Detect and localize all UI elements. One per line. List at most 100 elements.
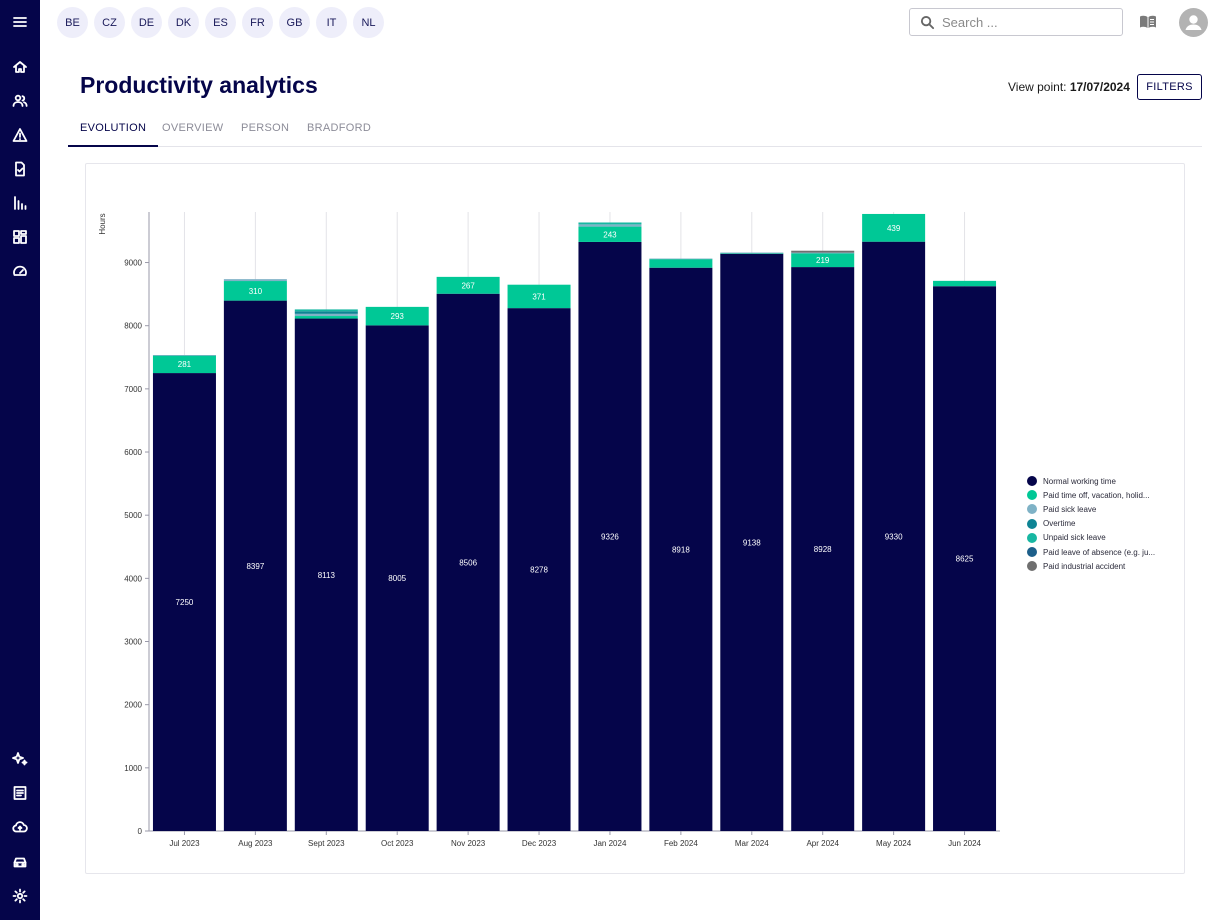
- country-nl[interactable]: NL: [353, 7, 384, 38]
- search-input[interactable]: [942, 14, 1112, 30]
- bar-segment: [294, 311, 358, 314]
- legend-item[interactable]: Unpaid sick leave: [1027, 531, 1155, 545]
- legend-label: Paid industrial accident: [1043, 561, 1126, 571]
- data-label: 439: [887, 224, 901, 233]
- search-icon: [920, 15, 935, 29]
- avatar[interactable]: [1179, 8, 1208, 37]
- legend-item[interactable]: Overtime: [1027, 517, 1155, 531]
- legend-item[interactable]: Paid time off, vacation, holid...: [1027, 488, 1155, 502]
- bar-segment: [862, 213, 926, 242]
- bar-segment: [578, 224, 642, 227]
- bar-segment: [294, 313, 358, 317]
- bar-segment: [791, 252, 855, 254]
- bar-chart-icon[interactable]: [8, 191, 32, 215]
- country-gb[interactable]: GB: [279, 7, 310, 38]
- bar-segment: [294, 318, 358, 832]
- tab-person[interactable]: PERSON: [241, 122, 290, 134]
- bar-segment: [223, 300, 287, 832]
- data-label: 9330: [885, 532, 903, 541]
- x-tick-label: Jun 2024: [948, 839, 981, 848]
- cloud-upload-icon[interactable]: [8, 815, 32, 839]
- bar-segment: [223, 281, 287, 301]
- data-label: 9138: [743, 538, 761, 547]
- menu-icon[interactable]: [8, 10, 32, 34]
- data-label: 8113: [318, 571, 336, 580]
- bar-segment: [294, 316, 358, 319]
- bar-segment: [436, 276, 500, 294]
- warning-icon[interactable]: [8, 123, 32, 147]
- legend-item[interactable]: Paid leave of absence (e.g. ju...: [1027, 545, 1155, 559]
- country-cz[interactable]: CZ: [94, 7, 125, 38]
- tab-overview[interactable]: OVERVIEW: [162, 122, 224, 134]
- home-icon[interactable]: [8, 55, 32, 79]
- speedometer-icon[interactable]: [8, 259, 32, 283]
- bar-segment: [223, 279, 287, 282]
- y-tick-label: 6000: [124, 448, 142, 457]
- x-tick-label: May 2024: [876, 839, 912, 848]
- users-icon[interactable]: [8, 89, 32, 113]
- legend-item[interactable]: Normal working time: [1027, 474, 1155, 488]
- checklist-icon[interactable]: [8, 157, 32, 181]
- bar-segment: [152, 355, 216, 374]
- legend-label: Paid sick leave: [1043, 504, 1097, 514]
- data-label: 243: [603, 230, 617, 239]
- car-icon[interactable]: [8, 850, 32, 874]
- bar-segment: [436, 293, 500, 831]
- legend-label: Paid leave of absence (e.g. ju...: [1043, 547, 1156, 557]
- bar-segment: [791, 250, 855, 253]
- country-es[interactable]: ES: [205, 7, 236, 38]
- bar-segment: [365, 306, 429, 326]
- data-label: 8278: [530, 566, 548, 575]
- y-tick-label: 2000: [124, 701, 142, 710]
- sparkle-icon[interactable]: [8, 747, 32, 771]
- settings-icon[interactable]: [8, 884, 32, 908]
- legend-label: Unpaid sick leave: [1043, 533, 1106, 543]
- country-de[interactable]: DE: [131, 7, 162, 38]
- y-tick-label: 4000: [124, 574, 142, 583]
- bar-segment: [791, 267, 855, 831]
- data-label: 8397: [246, 562, 264, 571]
- data-label: 219: [816, 256, 830, 265]
- tab-bradford[interactable]: BRADFORD: [307, 122, 372, 134]
- country-selector: BE CZ DE DK ES FR GB IT NL: [57, 7, 384, 38]
- dashboard-icon[interactable]: [8, 225, 32, 249]
- legend-swatch: [1027, 532, 1037, 543]
- x-tick-label: Jul 2023: [169, 839, 200, 848]
- x-tick-label: Aug 2023: [238, 839, 273, 848]
- viewpoint-label: View point:: [1008, 80, 1067, 94]
- chart-card: [85, 163, 1185, 874]
- legend-swatch: [1027, 476, 1037, 487]
- y-tick-label: 7000: [124, 385, 142, 394]
- country-it[interactable]: IT: [316, 7, 347, 38]
- viewpoint: View point: 17/07/2024: [1008, 80, 1130, 94]
- book-icon[interactable]: [1138, 12, 1158, 32]
- legend-swatch: [1027, 547, 1037, 558]
- bar-segment: [578, 241, 642, 831]
- bar-segment: [649, 258, 713, 260]
- tab-evolution[interactable]: EVOLUTION: [68, 113, 159, 147]
- country-be[interactable]: BE: [57, 7, 88, 38]
- data-label: 371: [532, 292, 546, 301]
- legend-label: Overtime: [1043, 519, 1076, 529]
- legend-label: Paid time off, vacation, holid...: [1043, 490, 1150, 500]
- bar-segment: [933, 286, 997, 832]
- x-tick-label: Mar 2024: [735, 839, 769, 848]
- x-tick-label: Jan 2024: [593, 839, 626, 848]
- country-dk[interactable]: DK: [168, 7, 199, 38]
- chart-legend: Normal working time Paid time off, vacati…: [1027, 474, 1155, 573]
- y-tick-label: 8000: [124, 322, 142, 331]
- filters-button[interactable]: FILTERS: [1137, 74, 1202, 100]
- x-tick-label: Oct 2023: [381, 839, 414, 848]
- legend-item[interactable]: Paid industrial accident: [1027, 559, 1155, 573]
- data-label: 8928: [814, 545, 832, 554]
- legend-swatch: [1027, 490, 1037, 501]
- data-label: 293: [391, 312, 405, 321]
- data-label: 267: [461, 281, 475, 290]
- y-tick-label: 3000: [124, 638, 142, 647]
- data-label: 9326: [601, 532, 619, 541]
- country-fr[interactable]: FR: [242, 7, 273, 38]
- legend-item[interactable]: Paid sick leave: [1027, 502, 1155, 516]
- bar-segment: [933, 280, 997, 287]
- document-icon[interactable]: [8, 781, 32, 805]
